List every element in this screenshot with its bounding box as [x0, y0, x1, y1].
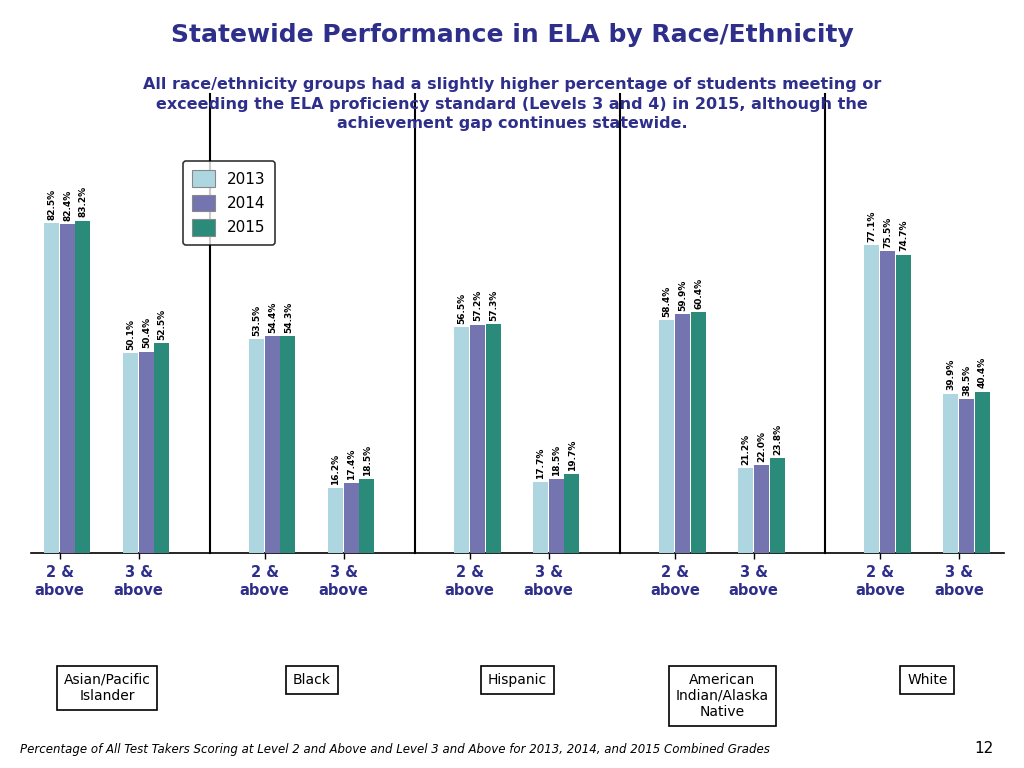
- Text: 82.4%: 82.4%: [63, 190, 72, 220]
- Text: 23.8%: 23.8%: [773, 424, 782, 455]
- Text: 18.5%: 18.5%: [552, 445, 561, 476]
- Text: All race/ethnicity groups had a slightly higher percentage of students meeting o: All race/ethnicity groups had a slightly…: [142, 77, 882, 131]
- Bar: [943, 394, 958, 553]
- Bar: [769, 458, 784, 553]
- Text: 38.5%: 38.5%: [963, 365, 971, 396]
- Text: 19.7%: 19.7%: [568, 440, 577, 471]
- Bar: [470, 325, 484, 553]
- Bar: [281, 336, 296, 553]
- Text: 53.5%: 53.5%: [252, 305, 261, 336]
- Text: 82.5%: 82.5%: [47, 189, 56, 220]
- Text: 52.5%: 52.5%: [158, 309, 167, 340]
- Text: 50.4%: 50.4%: [142, 317, 151, 349]
- Bar: [76, 220, 90, 553]
- Text: 12: 12: [974, 741, 993, 756]
- Bar: [359, 479, 375, 553]
- Bar: [564, 475, 580, 553]
- Bar: [265, 336, 280, 553]
- Text: 40.4%: 40.4%: [978, 357, 987, 389]
- Text: 54.4%: 54.4%: [268, 301, 278, 333]
- Bar: [123, 353, 137, 553]
- Text: 75.5%: 75.5%: [884, 217, 892, 248]
- Bar: [675, 314, 690, 553]
- Bar: [532, 482, 548, 553]
- Text: Percentage of All Test Takers Scoring at Level 2 and Above and Level 3 and Above: Percentage of All Test Takers Scoring at…: [20, 743, 770, 756]
- Text: Hispanic: Hispanic: [487, 673, 547, 687]
- Text: Asian/Pacific
Islander: Asian/Pacific Islander: [63, 673, 151, 703]
- Text: 22.0%: 22.0%: [757, 431, 766, 462]
- Text: 83.2%: 83.2%: [79, 187, 88, 217]
- Text: 17.7%: 17.7%: [537, 448, 546, 479]
- Bar: [59, 224, 75, 553]
- Bar: [454, 327, 469, 553]
- Bar: [880, 251, 895, 553]
- Bar: [975, 392, 989, 553]
- Text: American
Indian/Alaska
Native: American Indian/Alaska Native: [676, 673, 769, 719]
- Bar: [344, 484, 358, 553]
- Bar: [155, 343, 169, 553]
- Text: 60.4%: 60.4%: [694, 277, 703, 309]
- Text: 39.9%: 39.9%: [946, 359, 955, 390]
- Bar: [738, 468, 753, 553]
- Legend: 2013, 2014, 2015: 2013, 2014, 2015: [183, 161, 275, 245]
- Text: 57.2%: 57.2%: [473, 290, 482, 321]
- Bar: [328, 488, 343, 553]
- Text: 58.4%: 58.4%: [663, 285, 672, 316]
- Text: 54.3%: 54.3%: [284, 302, 293, 333]
- Bar: [44, 223, 58, 553]
- Text: 50.1%: 50.1%: [126, 319, 135, 349]
- Bar: [249, 339, 264, 553]
- Bar: [659, 319, 674, 553]
- Text: 16.2%: 16.2%: [331, 454, 340, 485]
- Text: 56.5%: 56.5%: [458, 293, 466, 324]
- Text: 74.7%: 74.7%: [899, 220, 908, 251]
- Text: White: White: [907, 673, 947, 687]
- Bar: [864, 245, 880, 553]
- Bar: [549, 479, 563, 553]
- Bar: [485, 324, 501, 553]
- Bar: [138, 352, 154, 553]
- Text: Statewide Performance in ELA by Race/Ethnicity: Statewide Performance in ELA by Race/Eth…: [171, 23, 853, 47]
- Text: 77.1%: 77.1%: [867, 210, 877, 242]
- Text: 21.2%: 21.2%: [741, 434, 751, 465]
- Bar: [690, 312, 706, 553]
- Text: 59.9%: 59.9%: [678, 280, 687, 310]
- Text: 17.4%: 17.4%: [347, 449, 356, 480]
- Text: 18.5%: 18.5%: [362, 445, 372, 476]
- Bar: [958, 399, 974, 553]
- Bar: [896, 255, 910, 553]
- Bar: [754, 465, 769, 553]
- Text: 57.3%: 57.3%: [488, 290, 498, 321]
- Text: Black: Black: [293, 673, 331, 687]
